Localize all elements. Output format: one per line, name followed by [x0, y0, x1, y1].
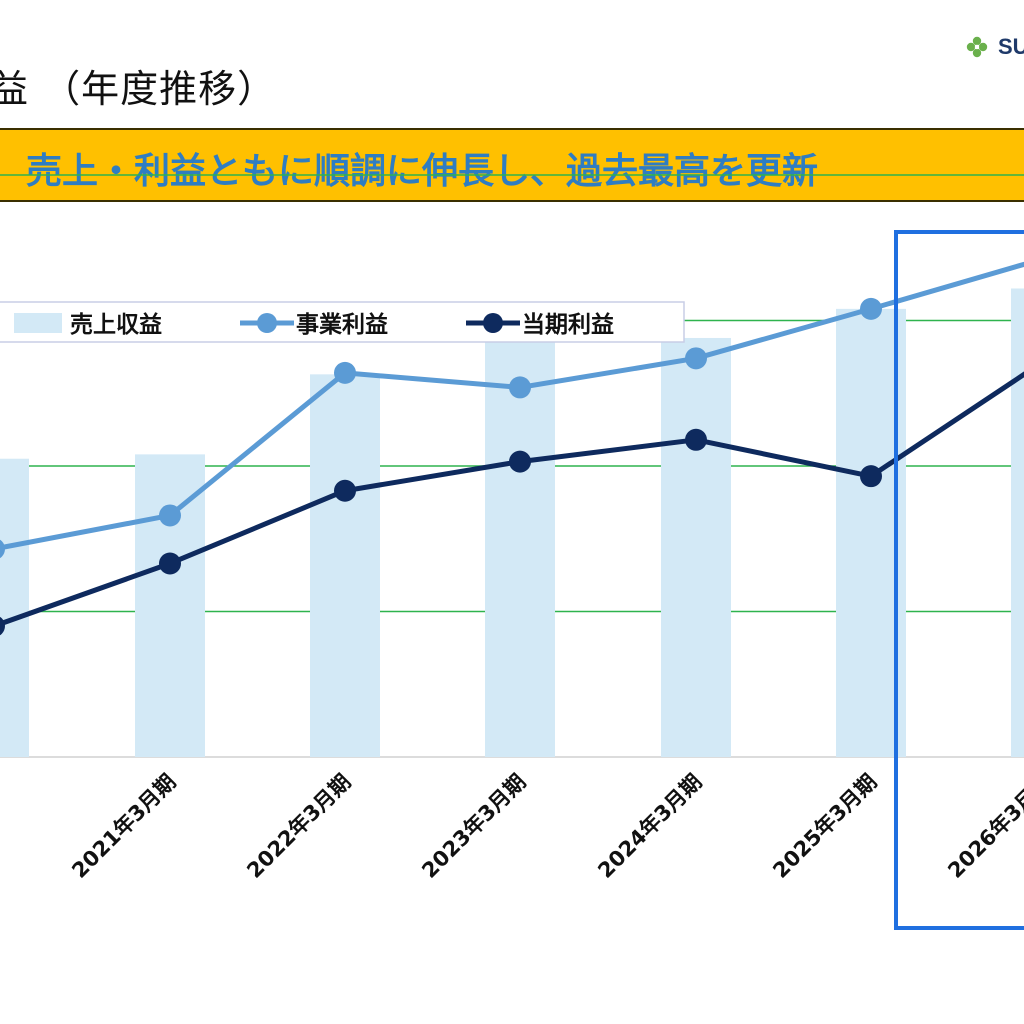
bar-売上収益-6: [1011, 288, 1024, 757]
bar-売上収益-2: [310, 374, 380, 757]
x-tick-label-4: 2024年3月期: [593, 770, 706, 883]
point-当期利益-3: [509, 450, 531, 473]
point-当期利益-2: [334, 479, 356, 502]
point-事業利益-2: [334, 361, 356, 384]
point-当期利益-5: [860, 465, 882, 488]
point-事業利益-4: [685, 347, 707, 370]
x-tick-label-5: 2025年3月期: [768, 770, 881, 883]
point-事業利益-3: [509, 376, 531, 399]
legend-label-operating: 事業利益: [296, 311, 388, 338]
point-事業利益-0: [0, 539, 5, 559]
bar-売上収益-0: [0, 458, 29, 757]
bar-売上収益-4: [661, 337, 731, 757]
legend-swatch-bar: [14, 313, 62, 333]
point-事業利益-1: [159, 504, 181, 527]
point-事業利益-5: [860, 297, 882, 320]
point-当期利益-0: [0, 616, 5, 636]
x-tick-label-3: 2023年3月期: [417, 770, 530, 883]
bar-売上収益-1: [135, 454, 205, 757]
highlight-box: [894, 230, 1024, 930]
headline-banner: 売上・利益ともに順調に伸長し、過去最高を更新: [0, 128, 1024, 202]
legend-swatch-operating-marker: [257, 313, 277, 333]
legend-swatch-net-marker: [483, 313, 503, 333]
legend-box: [0, 301, 685, 343]
legend-label-net: 当期利益: [522, 311, 614, 338]
company-logo: SU: [966, 34, 1024, 60]
x-tick-label-2: 2022年3月期: [242, 770, 355, 883]
page-title: 益 （年度推移）: [0, 67, 277, 111]
headline-text: 売上・利益ともに順調に伸長し、過去最高を更新: [26, 151, 819, 192]
point-当期利益-1: [159, 552, 181, 575]
x-tick-label-6: 2026年3月期: [943, 770, 1024, 883]
bar-売上収益-3: [485, 342, 555, 757]
clover-icon: [966, 36, 988, 58]
legend-label-sales: 売上収益: [70, 311, 162, 338]
x-tick-label-1: 2021年3月期: [67, 770, 180, 883]
logo-text: SU: [998, 34, 1024, 59]
point-当期利益-4: [685, 428, 707, 451]
